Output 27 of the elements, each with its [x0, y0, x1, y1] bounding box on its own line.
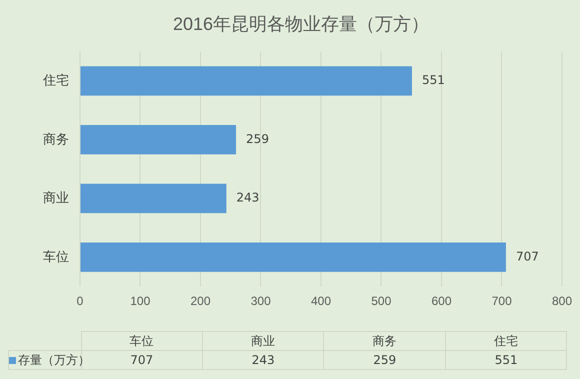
- category-label: 车位: [130, 334, 154, 348]
- category-label: 商务: [372, 334, 397, 348]
- text: 707: [130, 353, 154, 367]
- text: 243: [252, 353, 275, 367]
- data-label: 707: [516, 249, 539, 264]
- y-tick-label: 商务: [43, 131, 69, 146]
- text: 551: [494, 353, 518, 367]
- x-tick-label: 200: [190, 294, 211, 308]
- category-label: 商业: [251, 334, 276, 348]
- category-label: 住宅: [494, 334, 518, 348]
- text: 259: [373, 353, 396, 367]
- x-tick-label: 100: [130, 294, 151, 308]
- x-tick-label: 300: [250, 294, 272, 308]
- x-tick-label: 800: [552, 294, 572, 308]
- data-label: 259: [246, 132, 269, 146]
- x-tick-label: 700: [492, 294, 512, 308]
- x-tick-label: 400: [310, 294, 332, 308]
- chart-title: 2016年昆明各物业存量（万方）: [172, 14, 430, 34]
- legend-label: 存量（万方）: [18, 352, 90, 366]
- y-tick-label: 住宅: [42, 72, 69, 88]
- data-label: 551: [422, 73, 445, 88]
- x-tick-label: 0: [76, 294, 84, 308]
- y-tick-label: 商业: [43, 190, 69, 206]
- data-label: 243: [236, 190, 260, 205]
- x-tick-label: 600: [431, 294, 452, 308]
- y-tick-label: 车位: [43, 248, 69, 264]
- x-tick-label: 500: [371, 294, 392, 308]
